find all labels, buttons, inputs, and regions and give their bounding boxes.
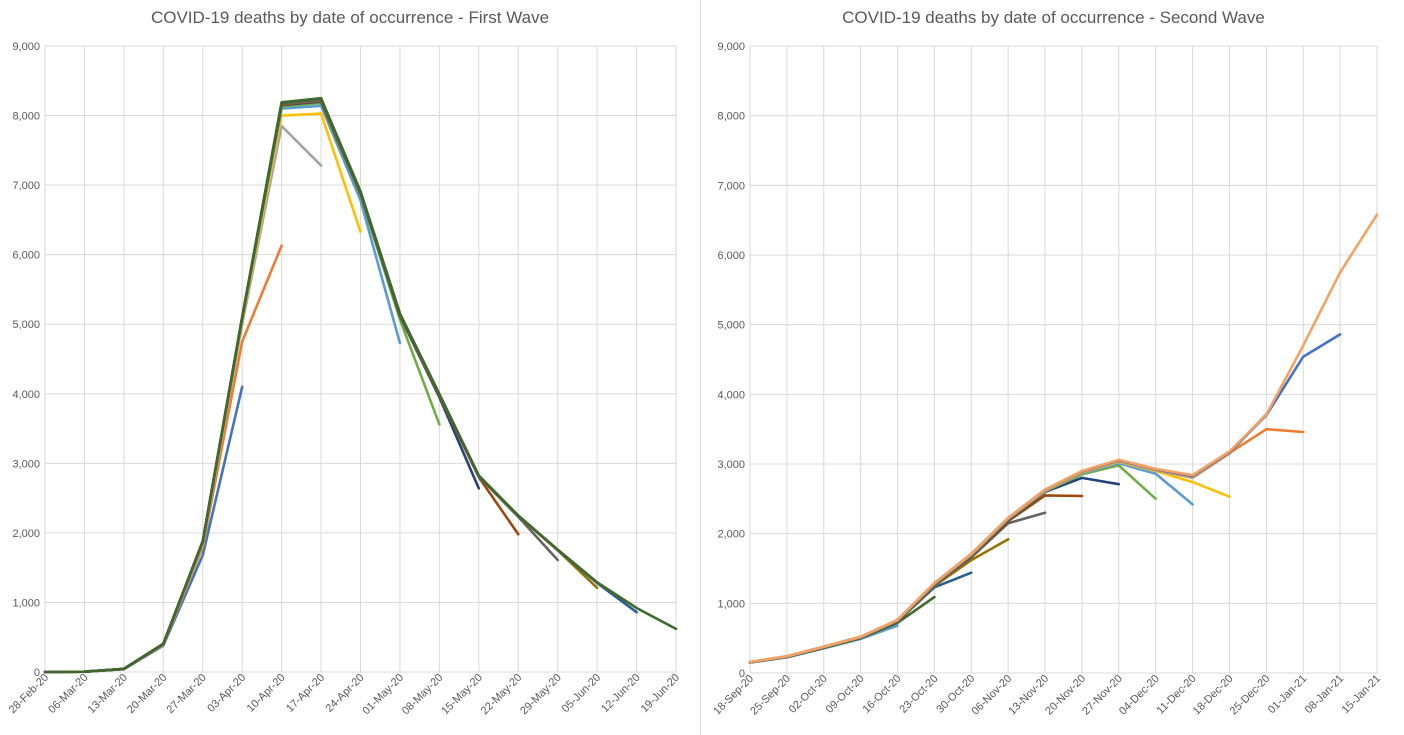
y-tick-label: 8,000 — [12, 111, 40, 123]
y-tick-label: 9,000 — [12, 41, 40, 53]
y-tick-label: 2,000 — [12, 528, 40, 540]
x-tick-label: 04-Dec-20 — [1117, 673, 1162, 718]
x-tick-label: 19-Jun-20 — [639, 672, 683, 716]
x-tick-label: 16-Oct-20 — [861, 673, 904, 716]
y-tick-label: 2,000 — [717, 529, 745, 541]
x-tick-label: 03-Apr-20 — [205, 672, 248, 715]
y-tick-label: 0 — [739, 668, 745, 680]
series-line-1 — [43, 385, 244, 674]
second-wave-chart: COVID-19 deaths by date of occurrence - … — [703, 0, 1404, 735]
x-tick-label: 25-Sep-20 — [748, 673, 793, 718]
x-tick-label: 25-Dec-20 — [1228, 673, 1273, 718]
y-tick-label: 8,000 — [717, 111, 745, 123]
series-line-9 — [43, 99, 559, 674]
y-tick-label: 6,000 — [12, 250, 40, 262]
series-line-12 — [43, 96, 678, 674]
y-tick-label: 7,000 — [717, 180, 745, 192]
y-tick-label: 7,000 — [12, 180, 40, 192]
x-tick-label: 13-Mar-20 — [86, 672, 130, 716]
x-tick-label: 01-Jan-21 — [1266, 673, 1310, 717]
x-tick-label: 23-Oct-20 — [897, 673, 940, 716]
chart-title: COVID-19 deaths by date of occurrence - … — [150, 8, 550, 27]
y-tick-label: 3,000 — [717, 459, 745, 471]
first-wave-chart: COVID-19 deaths by date of occurrence - … — [0, 0, 700, 735]
series-line-2 — [748, 595, 936, 664]
x-tick-label: 17-Apr-20 — [284, 672, 327, 715]
y-tick-label: 1,000 — [717, 598, 745, 610]
x-tick-label: 01-May-20 — [360, 672, 406, 718]
x-tick-label: 08-May-20 — [400, 672, 446, 718]
chart-divider — [700, 0, 701, 735]
series-line-14 — [748, 213, 1379, 664]
x-tick-label: 10-Apr-20 — [245, 672, 288, 715]
x-tick-label: 15-Jan-21 — [1340, 673, 1384, 717]
y-tick-label: 5,000 — [12, 319, 40, 331]
x-tick-label: 29-May-20 — [518, 672, 564, 718]
series-line-7 — [43, 100, 481, 674]
x-tick-label: 05-Jun-20 — [560, 672, 604, 716]
x-tick-label: 15-May-20 — [439, 672, 485, 718]
x-tick-label: 27-Mar-20 — [165, 672, 209, 716]
second-wave-plot: 0 1,000 2,000 3,000 4,000 5,000 6,000 7,000 8,00… — [711, 41, 1384, 718]
first-wave-plot: 0 1,000 2,000 3,000 4,000 5,000 6,000 7,000 8,00… — [7, 41, 683, 718]
x-tick-label: 12-Jun-20 — [599, 672, 643, 716]
x-tick-label: 09-Oct-20 — [824, 673, 867, 716]
y-tick-label: 5,000 — [717, 320, 745, 332]
y-tick-label: 0 — [34, 667, 40, 679]
x-tick-label: 20-Mar-20 — [125, 672, 169, 716]
y-tick-label: 3,000 — [12, 458, 40, 470]
y-tick-label: 6,000 — [717, 250, 745, 262]
chart-title: COVID-19 deaths by date of occurrence - … — [842, 8, 1265, 27]
x-tick-label: 02-Oct-20 — [787, 673, 830, 716]
series-line-6 — [748, 494, 1084, 664]
x-tick-label: 28-Feb-20 — [7, 672, 51, 716]
x-tick-label: 22-May-20 — [479, 672, 525, 718]
y-tick-label: 1,000 — [12, 597, 40, 609]
series-line-10 — [748, 460, 1231, 664]
x-tick-label: 06-Mar-20 — [46, 672, 90, 716]
y-tick-label: 9,000 — [717, 41, 745, 53]
series-line-8 — [748, 464, 1157, 664]
y-tick-label: 4,000 — [12, 389, 40, 401]
x-tick-label: 08-Jan-21 — [1303, 673, 1347, 717]
y-tick-label: 4,000 — [717, 389, 745, 401]
